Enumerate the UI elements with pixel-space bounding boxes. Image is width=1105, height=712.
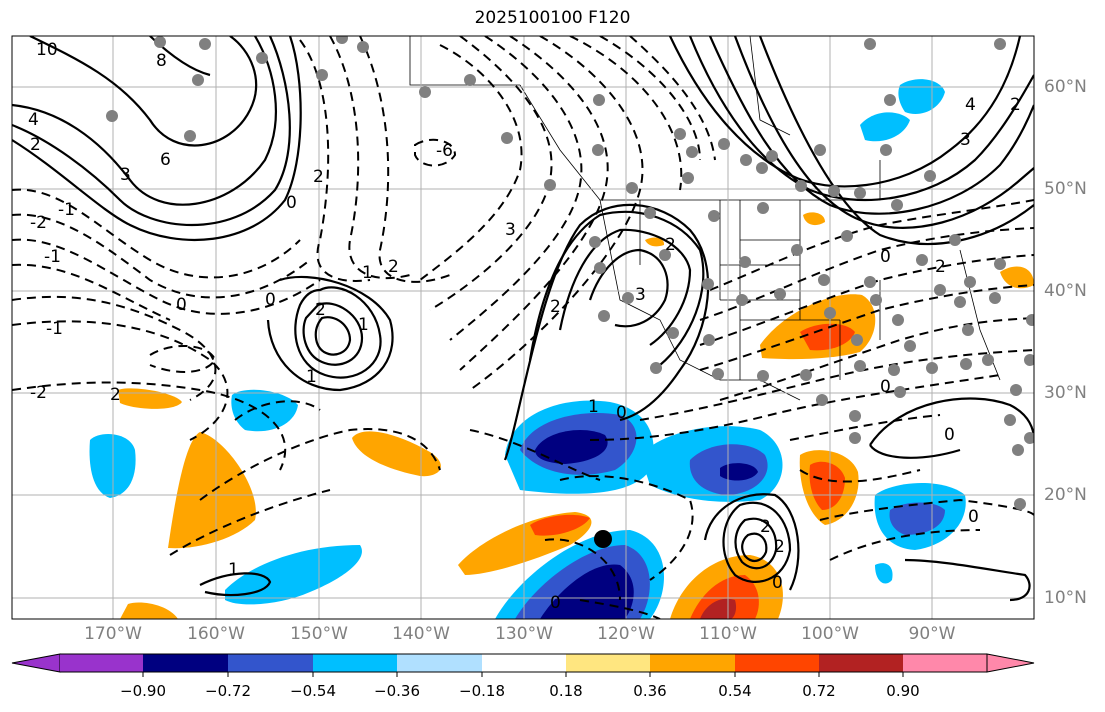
lat-label: 10°N [1044,588,1087,608]
lat-label: 50°N [1044,179,1087,199]
contour-label: 1 [362,263,373,283]
contour-label: 2 [774,537,785,557]
contour-label: -6 [436,141,453,161]
contour-label: 1 [306,367,317,387]
contour-label: 3 [960,130,971,150]
contour-label: 0 [968,507,979,527]
contour-label: 2 [313,167,324,187]
contour-label: 0 [286,193,297,213]
station-dots [106,36,1034,510]
contour-label: 1 [228,560,239,580]
contour-label: 2 [935,257,946,277]
contour-label: 1 [358,315,369,335]
colorbar-tick-label: −0.18 [459,682,505,700]
lon-label: 150°W [290,624,348,644]
map-title: 2025100100 F120 [474,8,631,28]
contour-label: 3 [120,165,131,185]
contour-label: 0 [616,403,627,423]
colorbar-tick-label: 0.54 [718,682,752,700]
contour-label: 0 [944,425,955,445]
contour-label: -2 [30,213,47,233]
contour-label: 2 [388,257,399,277]
contour-label: -2 [30,383,47,403]
contour-label: 6 [160,150,171,170]
lat-label: 40°N [1044,281,1087,301]
contour-label: 2 [315,300,326,320]
colorbar-tick-label: 0.18 [549,682,583,700]
contour-label: 0 [265,290,276,310]
contour-label: -1 [44,247,61,267]
contour-label: 4 [965,95,976,115]
warm-shading [118,212,1034,619]
location-marker [594,530,612,548]
contour-label: 1 [588,397,599,417]
contour-label: -1 [58,200,75,220]
lon-label: 90°W [908,624,956,644]
colorbar-tick-label: −0.72 [205,682,251,700]
contour-label: 2 [30,135,41,155]
contour-label: 2 [665,235,676,255]
contour-label: 2 [550,297,561,317]
colorbar-tick-label: 0.90 [886,682,920,700]
contour-label: 2 [760,517,771,537]
lat-label: 20°N [1044,485,1087,505]
lon-label: 100°W [801,624,859,644]
lon-label: 140°W [392,624,450,644]
colorbar-tick-label: 0.72 [802,682,836,700]
contour-label: 3 [635,285,646,305]
lat-label: 60°N [1044,77,1087,97]
lon-label: 110°W [699,624,757,644]
map-area: 10 8 4 2 3 6 0 2 1 2 1 0 1 2 0 2 -6 1 2 … [12,36,1034,619]
colorbar-tick-label: 0.36 [633,682,667,700]
contour-label: 10 [36,40,58,60]
contour-label: 8 [156,51,167,71]
map-frame [11,35,1035,620]
lat-label: 30°N [1044,383,1087,403]
contour-label: 4 [28,110,39,130]
contour-labels: 10 8 4 2 3 6 0 2 1 2 1 0 1 2 0 2 -6 1 2 … [28,40,1021,613]
lon-label: 120°W [597,624,655,644]
contour-label: 0 [772,573,783,593]
colorbar-tick-label: −0.90 [120,682,166,700]
lon-label: 160°W [187,624,245,644]
solid-contours [12,36,1034,602]
lon-label: 130°W [495,624,553,644]
contour-label: 0 [550,593,561,613]
lon-label: 170°W [84,624,142,644]
contour-label: 0 [880,247,891,267]
contour-label: 0 [880,377,891,397]
colorbar-tick-label: −0.36 [374,682,420,700]
contour-label: 2 [1010,95,1021,115]
colorbar-tick-label: −0.54 [290,682,336,700]
contour-label: 2 [110,385,121,405]
colorbar [11,653,1035,677]
contour-label: 3 [505,220,516,240]
dashed-contours [12,36,1034,619]
contour-label: 0 [176,295,187,315]
contour-label: -1 [46,319,63,339]
